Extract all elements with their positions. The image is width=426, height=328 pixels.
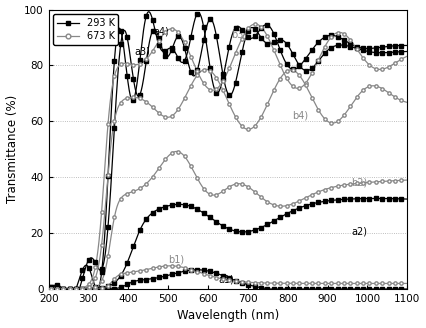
Text: a1): a1)	[218, 274, 234, 284]
Text: b4): b4)	[292, 111, 308, 121]
Text: b2): b2)	[351, 178, 368, 188]
Y-axis label: Transmittance (%): Transmittance (%)	[6, 95, 19, 203]
Text: b1): b1)	[168, 255, 184, 264]
Text: a3): a3)	[134, 46, 150, 56]
X-axis label: Wavelength (nm): Wavelength (nm)	[177, 309, 279, 322]
Text: b3): b3)	[231, 30, 247, 39]
Text: a4): a4)	[153, 27, 169, 37]
Text: a2): a2)	[351, 227, 368, 236]
Legend: 293 K, 673 K: 293 K, 673 K	[53, 14, 118, 45]
